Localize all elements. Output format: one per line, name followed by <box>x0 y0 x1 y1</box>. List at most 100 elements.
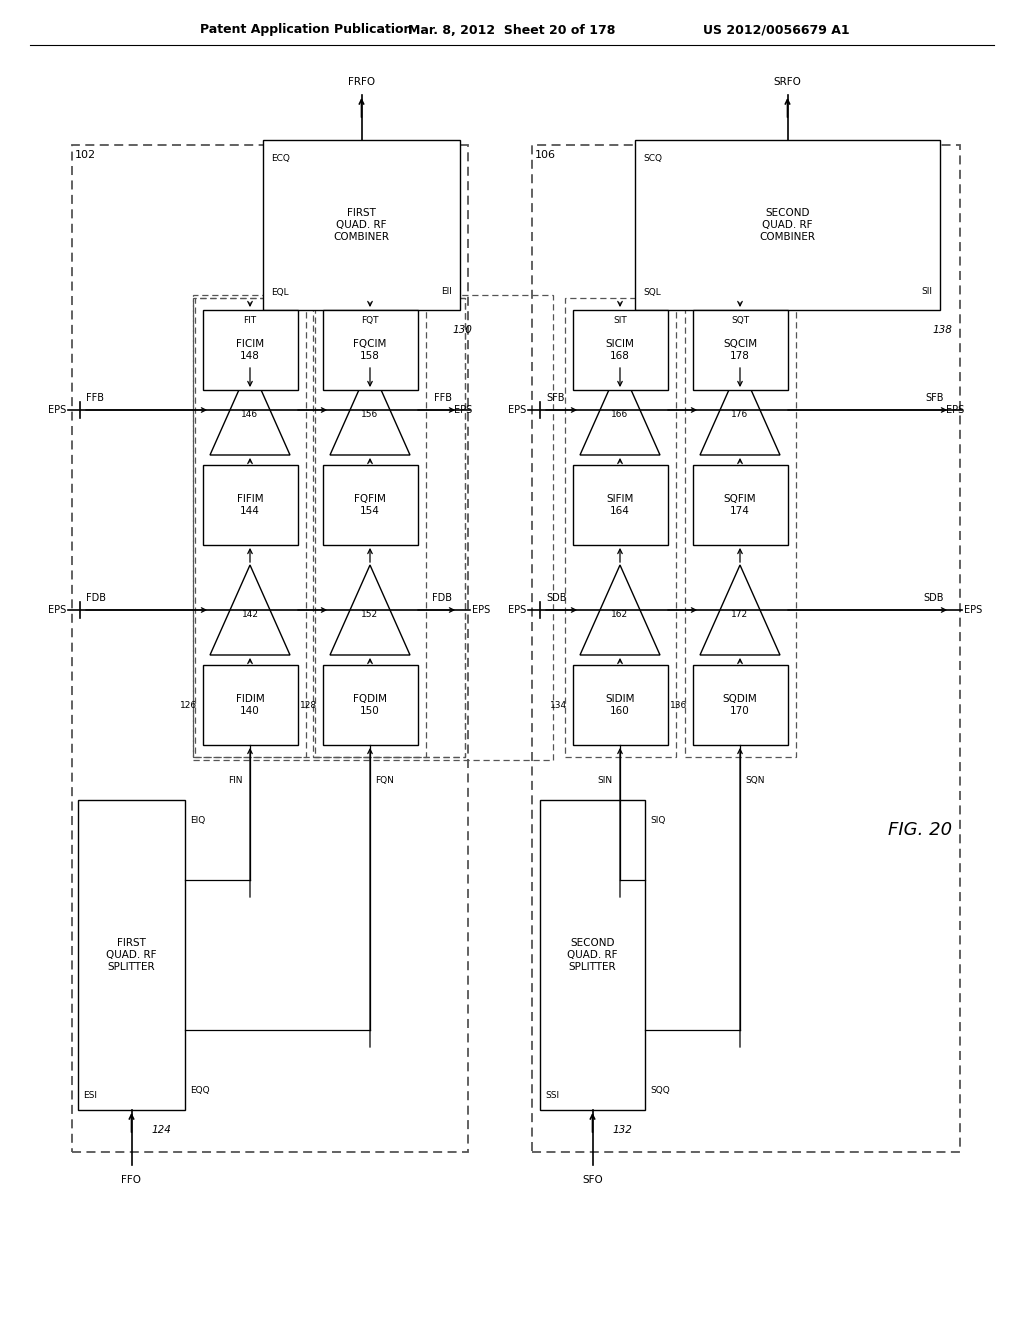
Bar <box>635 140 940 310</box>
Text: FQDIM
150: FQDIM 150 <box>353 694 387 715</box>
Bar <box>193 294 553 760</box>
Text: SCQ: SCQ <box>643 153 662 162</box>
Bar <box>323 310 418 389</box>
Text: EPS: EPS <box>508 605 526 615</box>
Text: FQT: FQT <box>361 315 379 325</box>
Polygon shape <box>210 366 290 455</box>
Text: EQQ: EQQ <box>190 1085 210 1094</box>
Bar <box>314 298 426 756</box>
Text: FFB: FFB <box>86 393 104 403</box>
Text: EQL: EQL <box>271 288 289 297</box>
Bar <box>572 465 668 545</box>
Polygon shape <box>210 565 290 655</box>
Polygon shape <box>580 565 660 655</box>
Bar <box>564 298 676 756</box>
Bar <box>540 800 645 1110</box>
Text: FDB: FDB <box>432 593 452 603</box>
Text: 156: 156 <box>361 411 379 418</box>
Bar <box>323 465 418 545</box>
Text: EPS: EPS <box>946 405 964 414</box>
Text: 146: 146 <box>242 411 259 418</box>
Text: EPS: EPS <box>48 605 66 615</box>
Text: FDB: FDB <box>86 593 106 603</box>
Bar <box>532 145 961 1152</box>
Text: SIFIM
164: SIFIM 164 <box>606 494 634 516</box>
Text: FIT: FIT <box>244 315 257 325</box>
Text: 102: 102 <box>75 150 96 160</box>
Text: SII: SII <box>921 288 932 297</box>
Text: 166: 166 <box>611 411 629 418</box>
Text: 138: 138 <box>932 325 952 335</box>
Bar <box>312 298 465 756</box>
Polygon shape <box>700 565 780 655</box>
Text: 176: 176 <box>731 411 749 418</box>
Text: 172: 172 <box>731 610 749 619</box>
Text: SQL: SQL <box>643 288 660 297</box>
Bar <box>72 145 468 1152</box>
Text: SFB: SFB <box>546 393 564 403</box>
Text: EPS: EPS <box>508 405 526 414</box>
Text: FQFIM
154: FQFIM 154 <box>354 494 386 516</box>
Text: 126: 126 <box>180 701 198 710</box>
Text: US 2012/0056679 A1: US 2012/0056679 A1 <box>703 24 850 37</box>
Bar <box>692 310 787 389</box>
Text: 130: 130 <box>453 325 472 335</box>
Text: 162: 162 <box>611 610 629 619</box>
Text: EPS: EPS <box>48 405 66 414</box>
Text: SIT: SIT <box>613 315 627 325</box>
Polygon shape <box>700 366 780 455</box>
Text: FIG. 20: FIG. 20 <box>888 821 952 840</box>
Text: FRFO: FRFO <box>348 77 375 87</box>
Text: 106: 106 <box>535 150 556 160</box>
Bar <box>692 465 787 545</box>
Bar <box>193 298 465 756</box>
Text: SIQ: SIQ <box>650 816 666 825</box>
Bar <box>323 665 418 744</box>
Text: SIDIM
160: SIDIM 160 <box>605 694 635 715</box>
Text: SECOND
QUAD. RF
COMBINER: SECOND QUAD. RF COMBINER <box>760 209 815 242</box>
Text: EPS: EPS <box>454 405 472 414</box>
Text: FFO: FFO <box>122 1175 141 1185</box>
Text: SQCIM
178: SQCIM 178 <box>723 339 757 360</box>
Bar <box>78 800 185 1110</box>
Text: FQN: FQN <box>376 776 394 785</box>
Bar <box>195 298 305 756</box>
Text: Mar. 8, 2012  Sheet 20 of 178: Mar. 8, 2012 Sheet 20 of 178 <box>409 24 615 37</box>
Text: FIRST
QUAD. RF
SPLITTER: FIRST QUAD. RF SPLITTER <box>106 939 157 972</box>
Text: 136: 136 <box>671 701 687 710</box>
Polygon shape <box>330 366 410 455</box>
Text: ECQ: ECQ <box>271 153 290 162</box>
Text: 128: 128 <box>300 701 317 710</box>
Text: EIQ: EIQ <box>190 816 205 825</box>
Text: SSI: SSI <box>545 1090 559 1100</box>
Text: SRFO: SRFO <box>773 77 802 87</box>
Text: EII: EII <box>441 288 452 297</box>
Text: ESI: ESI <box>83 1090 97 1100</box>
Text: SDB: SDB <box>924 593 944 603</box>
Text: 134: 134 <box>550 701 567 710</box>
Polygon shape <box>580 366 660 455</box>
Text: SICIM
168: SICIM 168 <box>605 339 635 360</box>
Text: FICIM
148: FICIM 148 <box>236 339 264 360</box>
Text: FQCIM
158: FQCIM 158 <box>353 339 387 360</box>
Text: 132: 132 <box>612 1125 633 1135</box>
Text: SIN: SIN <box>597 776 612 785</box>
Bar <box>203 310 298 389</box>
Bar <box>572 665 668 744</box>
Bar <box>692 665 787 744</box>
Text: FIDIM
140: FIDIM 140 <box>236 694 264 715</box>
Text: 142: 142 <box>242 610 258 619</box>
Text: SFB: SFB <box>926 393 944 403</box>
Text: SDB: SDB <box>546 593 566 603</box>
Bar <box>203 465 298 545</box>
Text: 152: 152 <box>361 610 379 619</box>
Bar <box>572 310 668 389</box>
Text: SQT: SQT <box>731 315 750 325</box>
Text: SQQ: SQQ <box>650 1085 670 1094</box>
Text: SECOND
QUAD. RF
SPLITTER: SECOND QUAD. RF SPLITTER <box>567 939 617 972</box>
Bar <box>263 140 460 310</box>
Text: 124: 124 <box>152 1125 171 1135</box>
Bar <box>684 298 796 756</box>
Text: SQFIM
174: SQFIM 174 <box>724 494 757 516</box>
Text: EPS: EPS <box>472 605 490 615</box>
